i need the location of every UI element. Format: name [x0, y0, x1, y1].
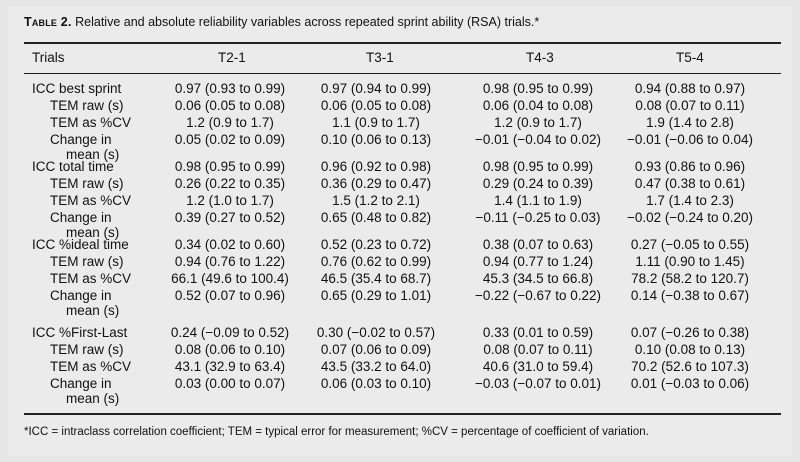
table-cell: 0.98 (0.95 to 0.99) — [174, 159, 286, 174]
table-cell: 0.06 (0.03 to 0.10) — [320, 376, 432, 391]
table-cell: 0.34 (0.02 to 0.60) — [174, 237, 286, 252]
row-label-continued: mean (s) — [66, 225, 120, 240]
table-cell: 1.5 (1.2 to 2.1) — [332, 193, 420, 208]
table-cell: 1.2 (0.9 to 1.7) — [186, 115, 274, 130]
table-cell: 0.10 (0.08 to 0.13) — [634, 342, 746, 357]
table-label: Table 2. — [24, 15, 72, 29]
table-cell: 0.26 (0.22 to 0.35) — [174, 176, 286, 191]
table-cell: 0.07 (0.06 to 0.09) — [320, 342, 432, 357]
header-t5-4: T5-4 — [676, 50, 704, 65]
table-cell: 0.24 (−0.09 to 0.52) — [170, 325, 290, 340]
row-label: Change in — [50, 132, 112, 147]
table-title: Relative and absolute reliability variab… — [71, 15, 540, 29]
table-cell: 0.98 (0.95 to 0.99) — [482, 159, 594, 174]
table-cell: 43.1 (32.9 to 63.4) — [174, 359, 286, 374]
table-cell: 70.2 (52.6 to 107.3) — [631, 359, 749, 374]
header-t3-1: T3-1 — [366, 50, 394, 65]
table-cell: 0.29 (0.24 to 0.39) — [482, 176, 594, 191]
row-label: TEM raw (s) — [50, 176, 124, 191]
table-cell: 0.47 (0.38 to 0.61) — [634, 176, 746, 191]
table-cell: 1.4 (1.1 to 1.9) — [494, 193, 582, 208]
row-label-continued: mean (s) — [66, 147, 120, 162]
top-rule — [24, 42, 781, 44]
row-label: TEM as %CV — [50, 359, 132, 374]
table-cell: 0.94 (0.77 to 1.24) — [482, 254, 594, 269]
table-cell: −0.01 (−0.04 to 0.02) — [474, 132, 602, 147]
table-cell: 0.94 (0.88 to 0.97) — [634, 81, 746, 96]
table-cell: 0.76 (0.62 to 0.99) — [320, 254, 432, 269]
row-label: TEM raw (s) — [50, 98, 124, 113]
row-label: ICC %First-Last — [32, 325, 128, 340]
table-cell: 0.52 (0.07 to 0.96) — [174, 288, 286, 303]
table-cell: 1.2 (0.9 to 1.7) — [494, 115, 582, 130]
row-label: TEM as %CV — [50, 115, 132, 130]
table-cell: 0.08 (0.07 to 0.11) — [635, 98, 745, 113]
table-cell: 43.5 (33.2 to 64.0) — [320, 359, 432, 374]
table-cell: −0.11 (−0.25 to 0.03) — [475, 210, 601, 225]
table-cell: −0.22 (−0.67 to 0.22) — [474, 288, 602, 303]
table-cell: 0.65 (0.48 to 0.82) — [320, 210, 432, 225]
table-cell: 0.08 (0.07 to 0.11) — [483, 342, 593, 357]
table-cell: 46.5 (35.4 to 68.7) — [320, 271, 432, 286]
bottom-rule — [24, 413, 781, 415]
table-cell: 0.01 (−0.03 to 0.06) — [630, 376, 750, 391]
row-label: TEM raw (s) — [50, 254, 124, 269]
row-label: ICC best sprint — [32, 81, 122, 96]
table-cell: 0.06 (0.05 to 0.08) — [320, 98, 432, 113]
table-cell: 0.36 (0.29 to 0.47) — [320, 176, 432, 191]
table-cell: 0.93 (0.86 to 0.96) — [634, 159, 746, 174]
table-cell: 0.14 (−0.38 to 0.67) — [630, 288, 750, 303]
table-cell: 45.3 (34.5 to 66.8) — [482, 271, 594, 286]
header-rule — [24, 73, 781, 74]
table-caption: Table 2. Relative and absolute reliabili… — [24, 14, 539, 30]
row-label: Change in — [50, 210, 112, 225]
table-cell: 0.97 (0.93 to 0.99) — [174, 81, 286, 96]
row-label: TEM raw (s) — [50, 342, 124, 357]
row-label: Change in — [50, 376, 112, 391]
row-label: TEM as %CV — [50, 193, 132, 208]
table-cell: 1.7 (1.4 to 2.3) — [646, 193, 734, 208]
table-cell: 0.06 (0.05 to 0.08) — [174, 98, 286, 113]
table-cell: −0.01 (−0.06 to 0.04) — [626, 132, 754, 147]
table-cell: 0.10 (0.06 to 0.13) — [320, 132, 432, 147]
table-cell: 0.94 (0.76 to 1.22) — [174, 254, 286, 269]
table-cell: 0.65 (0.29 to 1.01) — [320, 288, 432, 303]
table-cell: 66.1 (49.6 to 100.4) — [171, 271, 289, 286]
table-cell: 0.52 (0.23 to 0.72) — [320, 237, 432, 252]
table-cell: 0.96 (0.92 to 0.98) — [320, 159, 432, 174]
table-cell: 0.03 (0.00 to 0.07) — [174, 376, 286, 391]
header-t4-3: T4-3 — [526, 50, 554, 65]
row-label-continued: mean (s) — [66, 303, 120, 318]
table-cell: 78.2 (58.2 to 120.7) — [631, 271, 749, 286]
table-panel — [8, 6, 792, 456]
table-cell: 1.1 (0.9 to 1.7) — [332, 115, 420, 130]
table-cell: 0.38 (0.07 to 0.63) — [482, 237, 594, 252]
table-cell: −0.03 (−0.07 to 0.01) — [474, 376, 602, 391]
row-label-continued: mean (s) — [66, 391, 120, 406]
table-cell: 40.6 (31.0 to 59.4) — [482, 359, 594, 374]
table-cell: 0.05 (0.02 to 0.09) — [174, 132, 286, 147]
row-label: ICC %ideal time — [32, 237, 129, 252]
table-cell: 0.33 (0.01 to 0.59) — [482, 325, 594, 340]
row-label: ICC total time — [32, 159, 114, 174]
table-cell: 0.08 (0.06 to 0.10) — [174, 342, 286, 357]
table-cell: 0.06 (0.04 to 0.08) — [482, 98, 594, 113]
table-cell: −0.02 (−0.24 to 0.20) — [626, 210, 754, 225]
table-cell: 1.9 (1.4 to 2.8) — [646, 115, 734, 130]
table-cell: 0.98 (0.95 to 0.99) — [482, 81, 594, 96]
row-label: Change in — [50, 288, 112, 303]
table-footnote: *ICC = intraclass correlation coefficien… — [24, 426, 649, 438]
table-cell: 0.39 (0.27 to 0.52) — [174, 210, 286, 225]
header-trials: Trials — [32, 50, 65, 65]
table-cell: 0.30 (−0.02 to 0.57) — [316, 325, 436, 340]
table-cell: 0.27 (−0.05 to 0.55) — [630, 237, 750, 252]
table-cell: 1.11 (0.90 to 1.45) — [635, 254, 745, 269]
header-t2-1: T2-1 — [218, 50, 246, 65]
table-cell: 0.07 (−0.26 to 0.38) — [630, 325, 750, 340]
table-cell: 0.97 (0.94 to 0.99) — [320, 81, 432, 96]
row-label: TEM as %CV — [50, 271, 132, 286]
table-cell: 1.2 (1.0 to 1.7) — [186, 193, 274, 208]
